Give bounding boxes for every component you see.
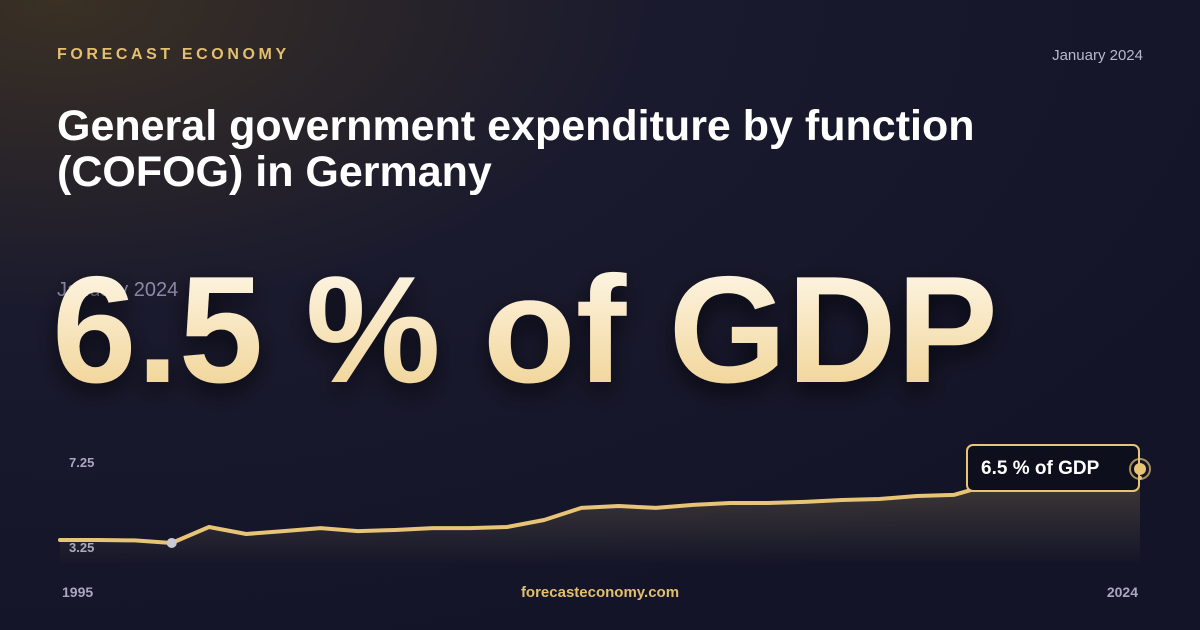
brand: FORECAST ECONOMY <box>57 46 290 63</box>
last-marker <box>1134 463 1146 475</box>
headline: 6.5 % of GDP <box>52 245 998 415</box>
date-overlay: January 2024 <box>57 279 178 301</box>
x-tick-label: 1995 <box>62 584 93 600</box>
chart-title: General government expenditure by functi… <box>57 102 975 196</box>
line <box>58 473 1142 545</box>
callout-label: 6.5 % of GDP <box>981 458 1100 479</box>
date: January 2024 <box>1052 47 1143 64</box>
footer-url: forecasteconomy.com <box>521 584 679 601</box>
min-marker <box>166 537 177 548</box>
y-tick-label: 7.25 <box>69 455 94 470</box>
area <box>60 475 1140 565</box>
last-marker-ring <box>1129 458 1151 480</box>
x-tick-label: 2024 <box>1107 584 1138 600</box>
